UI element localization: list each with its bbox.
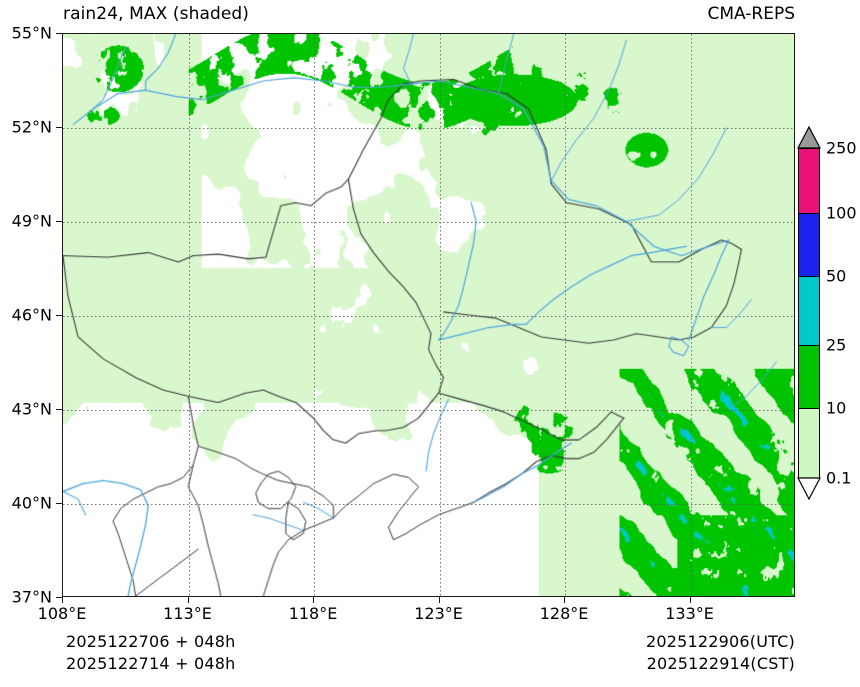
colorbar-band[interactable]	[799, 149, 819, 214]
colorbar-tick-label: 25	[826, 335, 847, 355]
map-raster	[63, 34, 794, 596]
x-tick-label: 108°E	[37, 604, 87, 623]
colorbar-tick-label: 250	[826, 138, 857, 158]
footer-valid-cst: 2025122914(CST)	[646, 654, 795, 673]
colorbar-under-arrow-outline	[797, 477, 821, 501]
footer-init-cst: 2025122714 + 048h	[66, 654, 236, 673]
x-tick	[564, 597, 566, 603]
y-tick	[56, 127, 62, 128]
y-tick	[56, 221, 62, 222]
y-tick-label: 49°N	[11, 211, 52, 231]
y-tick	[56, 503, 62, 504]
y-tick-label: 52°N	[11, 117, 52, 137]
y-tick-label: 43°N	[11, 399, 52, 419]
colorbar-band[interactable]	[799, 277, 819, 346]
x-tick	[438, 597, 440, 603]
x-tick-label: 128°E	[539, 604, 589, 623]
model-label: CMA-REPS	[707, 4, 795, 24]
x-tick	[689, 597, 691, 603]
colorbar[interactable]	[798, 148, 820, 479]
footer-init-utc: 2025122706 + 048h	[66, 632, 236, 651]
map-plot-area[interactable]	[62, 33, 795, 597]
colorbar-tick-label: 50	[826, 266, 847, 286]
colorbar-band[interactable]	[799, 409, 819, 479]
footer-valid-utc: 2025122906(UTC)	[646, 632, 795, 651]
colorbar-band[interactable]	[799, 346, 819, 409]
y-tick	[56, 33, 62, 34]
colorbar-tick-label: 100	[826, 203, 857, 223]
chart-title: rain24, MAX (shaded)	[63, 4, 250, 24]
y-tick	[56, 409, 62, 410]
y-tick-label: 37°N	[11, 587, 52, 607]
x-tick-label: 113°E	[163, 604, 212, 623]
y-tick	[56, 315, 62, 316]
colorbar-over-arrow-outline	[797, 126, 821, 149]
colorbar-tick-label: 0.1	[826, 468, 852, 488]
y-tick-label: 40°N	[11, 493, 52, 513]
y-tick-label: 55°N	[11, 23, 52, 43]
y-tick-label: 46°N	[11, 305, 52, 325]
x-tick	[313, 597, 315, 603]
colorbar-tick-label: 10	[826, 398, 847, 418]
y-tick	[56, 597, 62, 598]
x-tick-label: 133°E	[665, 604, 714, 623]
colorbar-band[interactable]	[799, 214, 819, 277]
x-tick	[62, 597, 63, 603]
x-tick-label: 118°E	[288, 604, 338, 623]
x-tick	[187, 597, 189, 603]
x-tick-label: 123°E	[414, 604, 463, 623]
